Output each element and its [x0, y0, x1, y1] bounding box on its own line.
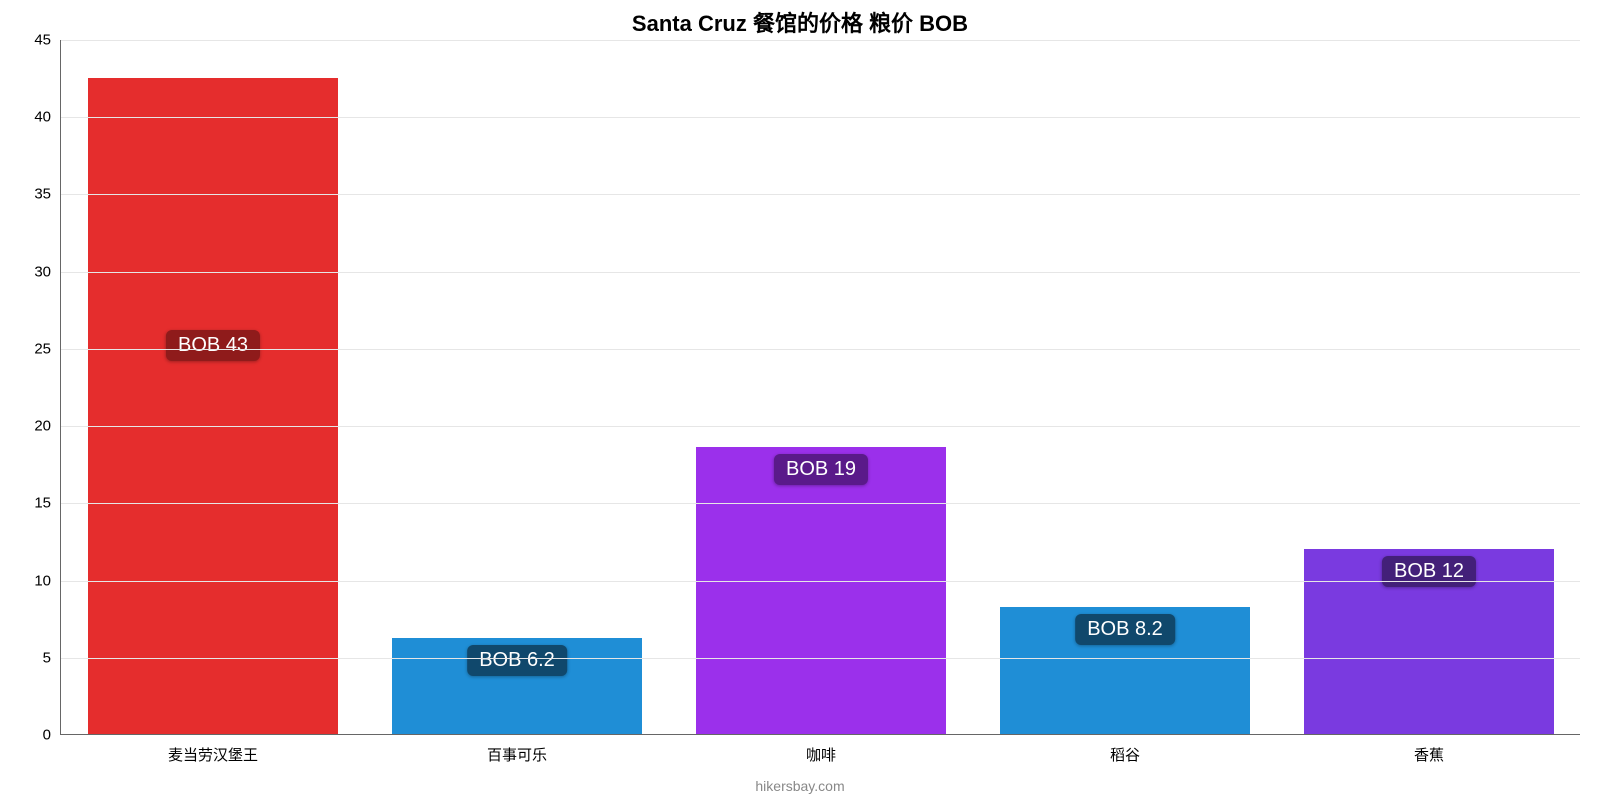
bar-slot: BOB 19咖啡	[669, 40, 973, 734]
ytick-label: 25	[34, 340, 61, 357]
ytick-label: 15	[34, 495, 61, 512]
xtick-label: 香蕉	[1414, 734, 1444, 765]
grid-line	[61, 272, 1580, 273]
ytick-label: 35	[34, 186, 61, 203]
bar-value-badge: BOB 12	[1382, 556, 1476, 587]
attribution: hikersbay.com	[0, 778, 1600, 794]
ytick-label: 5	[43, 649, 61, 666]
chart-title: Santa Cruz 餐馆的价格 粮价 BOB	[0, 6, 1600, 38]
bar	[696, 447, 945, 734]
grid-line	[61, 426, 1580, 427]
xtick-label: 咖啡	[806, 734, 836, 765]
bar-value-badge: BOB 43	[166, 330, 260, 361]
xtick-label: 稻谷	[1110, 734, 1140, 765]
xtick-label: 麦当劳汉堡王	[168, 734, 258, 765]
ytick-label: 30	[34, 263, 61, 280]
ytick-label: 0	[43, 727, 61, 744]
bar-slot: BOB 8.2稻谷	[973, 40, 1277, 734]
bar-value-badge: BOB 6.2	[467, 645, 567, 676]
ytick-label: 20	[34, 418, 61, 435]
grid-line	[61, 194, 1580, 195]
bar-slot: BOB 6.2百事可乐	[365, 40, 669, 734]
bar-slot: BOB 12香蕉	[1277, 40, 1581, 734]
xtick-label: 百事可乐	[487, 734, 547, 765]
ytick-label: 40	[34, 109, 61, 126]
grid-line	[61, 658, 1580, 659]
ytick-label: 45	[34, 32, 61, 49]
plot-area: BOB 43麦当劳汉堡王BOB 6.2百事可乐BOB 19咖啡BOB 8.2稻谷…	[60, 40, 1580, 735]
price-chart: Santa Cruz 餐馆的价格 粮价 BOB BOB 43麦当劳汉堡王BOB …	[0, 0, 1600, 800]
grid-line	[61, 581, 1580, 582]
ytick-label: 10	[34, 572, 61, 589]
grid-line	[61, 503, 1580, 504]
bar-slot: BOB 43麦当劳汉堡王	[61, 40, 365, 734]
grid-line	[61, 40, 1580, 41]
bar	[88, 78, 337, 734]
bar-value-badge: BOB 8.2	[1075, 614, 1175, 645]
grid-line	[61, 349, 1580, 350]
grid-line	[61, 117, 1580, 118]
bar-value-badge: BOB 19	[774, 454, 868, 485]
bars-layer: BOB 43麦当劳汉堡王BOB 6.2百事可乐BOB 19咖啡BOB 8.2稻谷…	[61, 40, 1580, 734]
